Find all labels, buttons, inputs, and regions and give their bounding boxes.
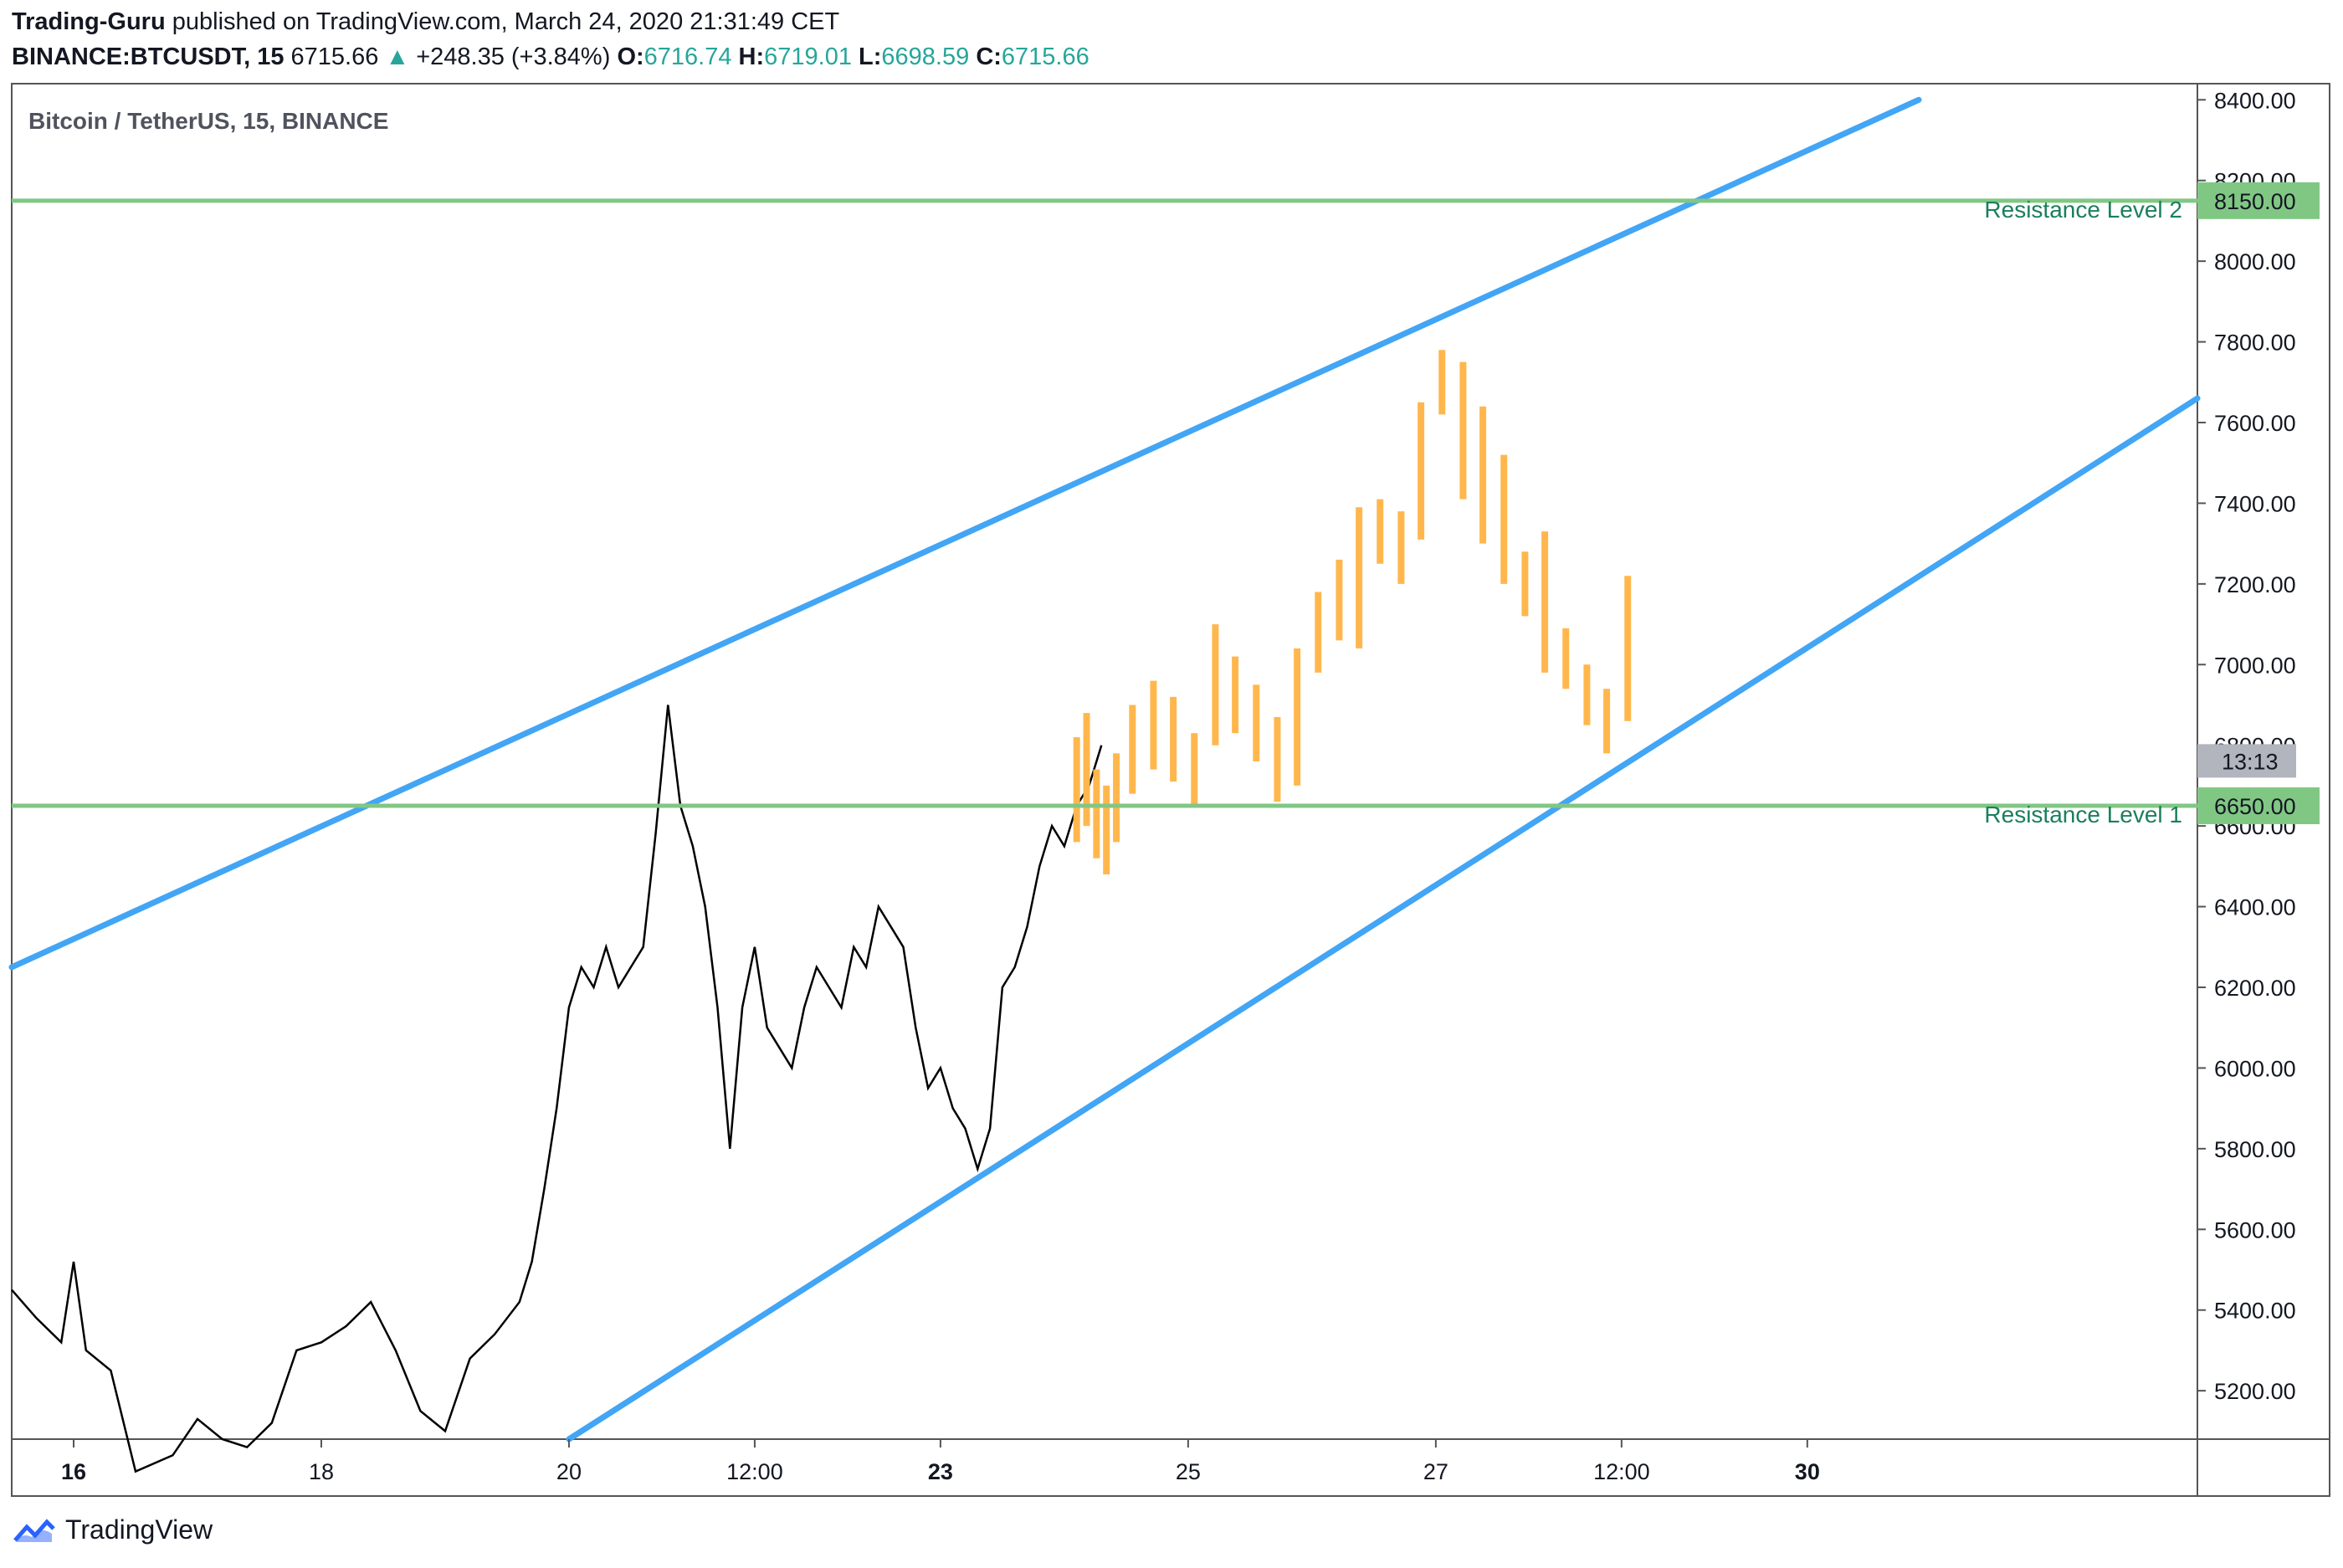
resistance-label-2: Resistance Level 1 bbox=[1984, 802, 2182, 828]
price-axis[interactable]: 5200.00 5400.00 5600.00 5800.00 6000.00 6200.… bbox=[2197, 88, 2320, 1404]
channel-lines bbox=[8, 96, 2201, 1442]
countdown-label: 13:13 bbox=[2222, 749, 2279, 774]
low-label: L: bbox=[859, 44, 882, 70]
price-change: +248.35 (+3.84%) bbox=[416, 44, 611, 70]
high-value: 6719.01 bbox=[764, 44, 852, 70]
x-tick-label: 30 bbox=[1795, 1459, 1820, 1484]
x-tick-label: 12:00 bbox=[1593, 1459, 1650, 1484]
chart-frame bbox=[11, 83, 2330, 1497]
y-tick-label: 7800.00 bbox=[2214, 331, 2296, 356]
published-text: published on TradingView.com, March 24, … bbox=[172, 8, 840, 35]
level-badge-label-2: 6650.00 bbox=[2214, 794, 2296, 819]
y-tick-label: 6200.00 bbox=[2214, 976, 2296, 1001]
open-label: O: bbox=[617, 44, 644, 70]
y-tick-label: 8000.00 bbox=[2214, 249, 2296, 274]
y-tick-label: 6000.00 bbox=[2214, 1056, 2296, 1081]
ohlc-bar: BINANCE:BTCUSDT, 15 6715.66 ▲ +248.35 (+… bbox=[12, 44, 1089, 71]
x-tick-label: 16 bbox=[61, 1459, 86, 1484]
projection-series bbox=[1129, 350, 1632, 807]
x-tick-label: 18 bbox=[309, 1459, 334, 1484]
y-tick-label: 8400.00 bbox=[2214, 88, 2296, 113]
last-price: 6715.66 bbox=[290, 44, 379, 70]
footer-branding: TradingView bbox=[12, 1514, 213, 1545]
y-tick-label: 7200.00 bbox=[2214, 572, 2296, 597]
level-badge-2 bbox=[2197, 787, 2320, 825]
x-tick-label: 23 bbox=[928, 1459, 953, 1484]
chart-title: Bitcoin / TetherUS, 15, BINANCE bbox=[28, 108, 388, 134]
price-series bbox=[11, 705, 1120, 1473]
countdown-badge bbox=[2197, 744, 2296, 778]
time-axis[interactable]: 16 18 20 12:00 23 25 27 12:00 30 bbox=[61, 1439, 1820, 1484]
price-line bbox=[11, 705, 1103, 1473]
low-value: 6698.59 bbox=[881, 44, 970, 70]
tradingview-logo-icon bbox=[13, 1518, 55, 1542]
close-value: 6715.66 bbox=[1001, 44, 1089, 70]
y-tick-label: 6400.00 bbox=[2214, 895, 2296, 920]
x-tick-label: 25 bbox=[1176, 1459, 1201, 1484]
author-name[interactable]: Trading-Guru bbox=[12, 8, 166, 35]
resistance-levels: Resistance Level 2 Resistance Level 1 bbox=[12, 197, 2197, 828]
high-label: H: bbox=[738, 44, 765, 70]
x-tick-label: 27 bbox=[1423, 1459, 1448, 1484]
channel-upper-line bbox=[8, 96, 1922, 971]
symbol-label: BINANCE:BTCUSDT, 15 bbox=[12, 44, 285, 70]
level-badge-1 bbox=[2197, 182, 2320, 219]
resistance-label-1: Resistance Level 2 bbox=[1984, 197, 2182, 223]
up-arrow-icon: ▲ bbox=[385, 44, 410, 70]
x-tick-label: 12:00 bbox=[726, 1459, 783, 1484]
y-tick-label: 5200.00 bbox=[2214, 1379, 2296, 1404]
channel-lower-line bbox=[566, 395, 2201, 1442]
x-tick-label: 20 bbox=[556, 1459, 582, 1484]
open-value: 6716.74 bbox=[643, 44, 732, 70]
level-badge-label-1: 8150.00 bbox=[2214, 189, 2296, 214]
tradingview-brand[interactable]: TradingView bbox=[65, 1514, 213, 1545]
y-tick-label: 7400.00 bbox=[2214, 491, 2296, 516]
publish-info: Trading-Guru published on TradingView.co… bbox=[12, 8, 839, 36]
y-tick-label: 7000.00 bbox=[2214, 653, 2296, 678]
y-tick-label: 5400.00 bbox=[2214, 1299, 2296, 1324]
y-tick-label: 5600.00 bbox=[2214, 1217, 2296, 1243]
y-tick-label: 7600.00 bbox=[2214, 411, 2296, 436]
y-tick-label: 5800.00 bbox=[2214, 1137, 2296, 1162]
close-label: C: bbox=[976, 44, 1002, 70]
